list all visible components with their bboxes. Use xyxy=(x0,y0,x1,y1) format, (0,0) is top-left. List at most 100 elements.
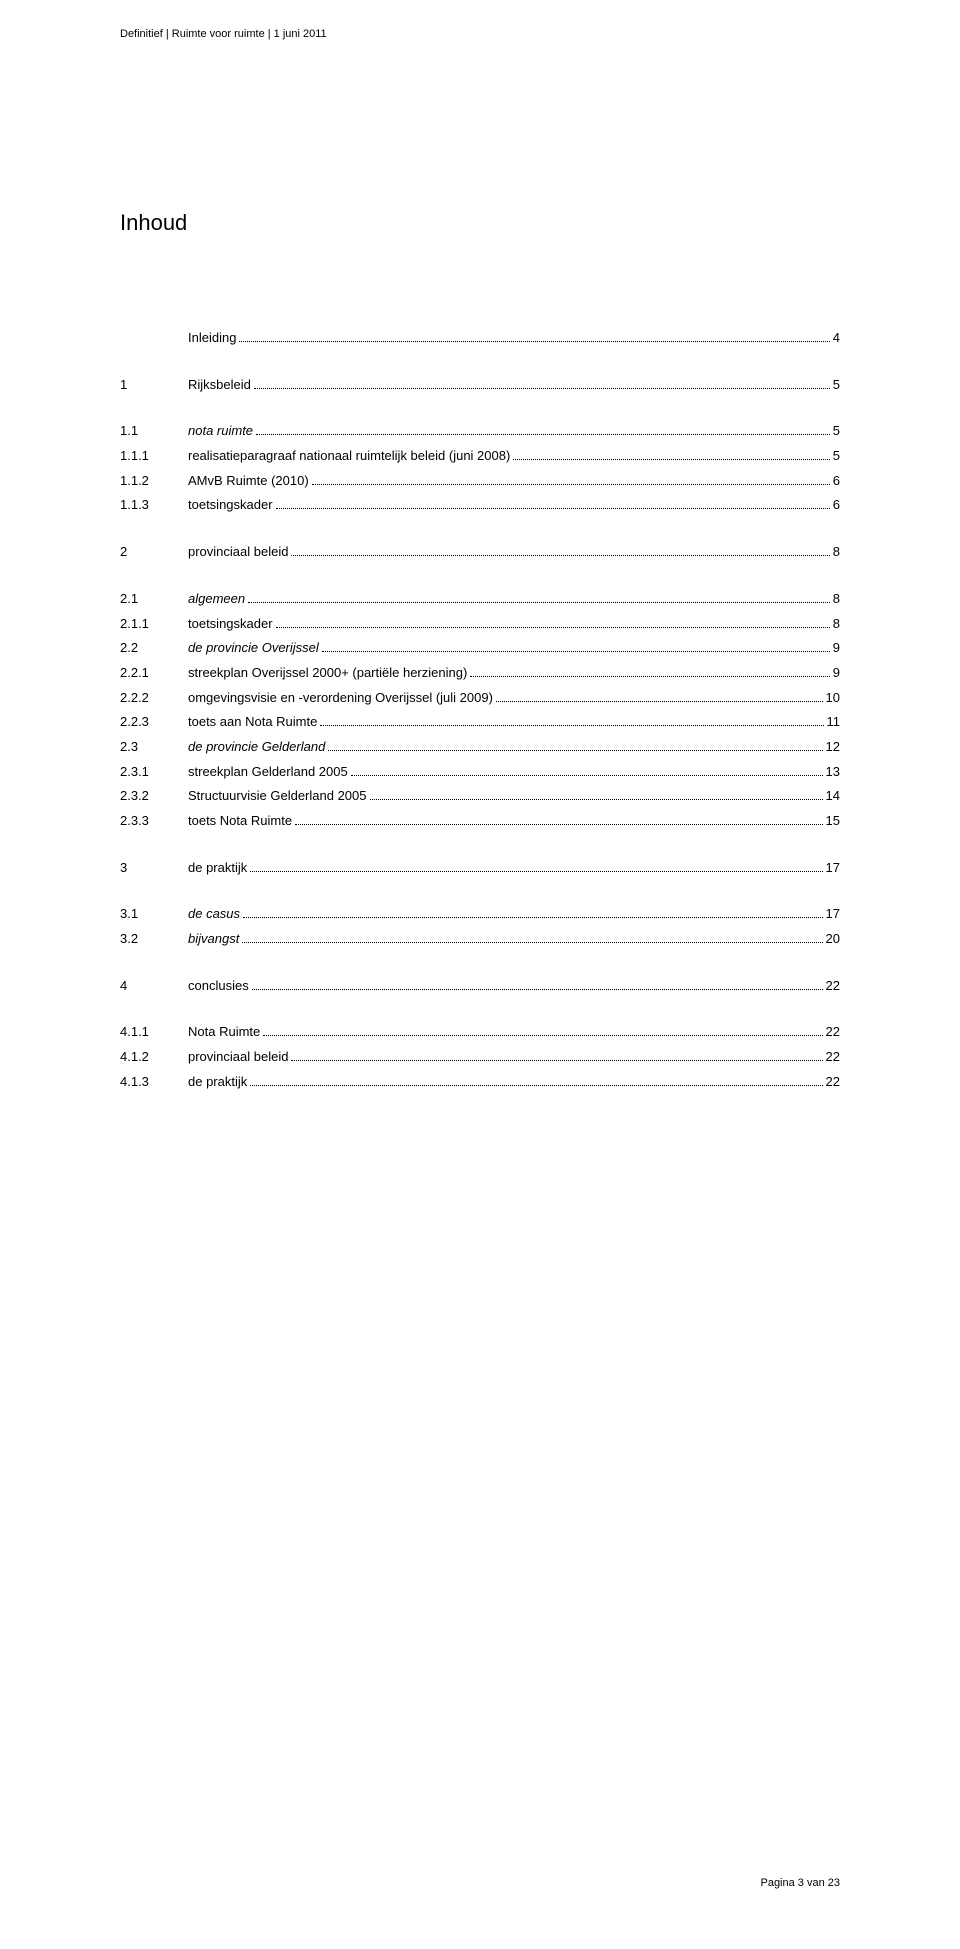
toc-dot-leader xyxy=(470,676,829,677)
page-title: Inhoud xyxy=(120,210,840,236)
toc-entry-page: 17 xyxy=(826,902,840,927)
toc-entry-label: de praktijk xyxy=(188,856,247,881)
toc-entry-number: 1.1.1 xyxy=(120,444,188,469)
toc-dot-leader xyxy=(250,1085,822,1086)
toc-entry-number: 4 xyxy=(120,974,188,999)
toc-entry-label: de provincie Overijssel xyxy=(188,636,319,661)
toc-row: 1Rijksbeleid5 xyxy=(120,373,840,398)
toc-row: 2.2.3toets aan Nota Ruimte11 xyxy=(120,710,840,735)
toc-entry-label: Inleiding xyxy=(188,326,236,351)
toc-dot-leader xyxy=(252,989,823,990)
toc-entry-label: Rijksbeleid xyxy=(188,373,251,398)
toc-entry-page: 8 xyxy=(833,540,840,565)
toc-entry-number: 2.2.3 xyxy=(120,710,188,735)
toc-dot-leader xyxy=(250,871,822,872)
toc-entry-page: 8 xyxy=(833,612,840,637)
toc-row: 1.1.3toetsingskader6 xyxy=(120,493,840,518)
toc-entry-number: 2.1.1 xyxy=(120,612,188,637)
toc-row: 2.3.1streekplan Gelderland 200513 xyxy=(120,760,840,785)
toc-entry-number: 2.1 xyxy=(120,587,188,612)
toc-gap xyxy=(120,397,840,419)
toc-row: 2.3de provincie Gelderland 12 xyxy=(120,735,840,760)
toc-entry-label: nota ruimte xyxy=(188,419,253,444)
toc-dot-leader xyxy=(248,602,830,603)
toc-dot-leader xyxy=(276,508,830,509)
toc-entry-label: Nota Ruimte xyxy=(188,1020,260,1045)
toc-row: 4conclusies22 xyxy=(120,974,840,999)
toc-row: 4.1.1Nota Ruimte22 xyxy=(120,1020,840,1045)
toc-dot-leader xyxy=(276,627,830,628)
toc-dot-leader xyxy=(370,799,823,800)
toc-row: 3.2bijvangst20 xyxy=(120,927,840,952)
toc-entry-number: 4.1.2 xyxy=(120,1045,188,1070)
toc-entry-page: 22 xyxy=(826,1020,840,1045)
toc-entry-label: algemeen xyxy=(188,587,245,612)
toc-row: 3.1de casus 17 xyxy=(120,902,840,927)
toc-entry-page: 4 xyxy=(833,326,840,351)
toc-dot-leader xyxy=(328,750,822,751)
toc-entry-label: toetsingskader xyxy=(188,612,273,637)
toc-entry-label: toets Nota Ruimte xyxy=(188,809,292,834)
running-header: Definitief | Ruimte voor ruimte | 1 juni… xyxy=(120,28,840,40)
page-number: Pagina 3 van 23 xyxy=(760,1877,840,1889)
toc-dot-leader xyxy=(291,555,829,556)
toc-entry-label: de provincie Gelderland xyxy=(188,735,325,760)
toc-entry-number: 2.2.2 xyxy=(120,686,188,711)
toc-row: Inleiding 4 xyxy=(120,326,840,351)
toc-entry-number: 2.3.3 xyxy=(120,809,188,834)
toc-row: 2provinciaal beleid 8 xyxy=(120,540,840,565)
toc-gap xyxy=(120,565,840,587)
toc-row: 2.2.1streekplan Overijssel 2000+ (partië… xyxy=(120,661,840,686)
toc-entry-label: streekplan Overijssel 2000+ (partiële he… xyxy=(188,661,467,686)
toc-entry-page: 6 xyxy=(833,493,840,518)
toc-dot-leader xyxy=(320,725,823,726)
toc-entry-page: 5 xyxy=(833,444,840,469)
toc-entry-number: 3.1 xyxy=(120,902,188,927)
toc-entry-number: 2.2.1 xyxy=(120,661,188,686)
toc-entry-page: 15 xyxy=(826,809,840,834)
toc-gap xyxy=(120,834,840,856)
toc-entry-number: 2 xyxy=(120,540,188,565)
toc-entry-label: realisatieparagraaf nationaal ruimtelijk… xyxy=(188,444,510,469)
toc-dot-leader xyxy=(513,459,829,460)
toc-entry-label: Structuurvisie Gelderland 2005 xyxy=(188,784,367,809)
toc-entry-page: 9 xyxy=(833,661,840,686)
toc-gap xyxy=(120,998,840,1020)
toc-dot-leader xyxy=(295,824,822,825)
toc-dot-leader xyxy=(243,917,822,918)
toc-entry-label: provinciaal beleid xyxy=(188,540,288,565)
toc-dot-leader xyxy=(242,942,822,943)
toc-entry-page: 12 xyxy=(826,735,840,760)
toc-entry-page: 22 xyxy=(826,974,840,999)
toc-row: 4.1.3de praktijk22 xyxy=(120,1070,840,1095)
toc-entry-number: 3 xyxy=(120,856,188,881)
toc-row: 2.2.2omgevingsvisie en -verordening Over… xyxy=(120,686,840,711)
toc-dot-leader xyxy=(263,1035,822,1036)
toc-entry-number: 2.3.1 xyxy=(120,760,188,785)
toc-entry-number: 2.3 xyxy=(120,735,188,760)
toc-entry-label: streekplan Gelderland 2005 xyxy=(188,760,348,785)
toc-entry-number: 4.1.3 xyxy=(120,1070,188,1095)
toc-dot-leader xyxy=(496,701,823,702)
toc-row: 1.1.1realisatieparagraaf nationaal ruimt… xyxy=(120,444,840,469)
header-breadcrumb: Definitief | Ruimte voor ruimte | 1 juni… xyxy=(120,28,327,40)
toc-row: 4.1.2provinciaal beleid22 xyxy=(120,1045,840,1070)
toc-row: 2.2de provincie Overijssel9 xyxy=(120,636,840,661)
toc-row: 3de praktijk17 xyxy=(120,856,840,881)
toc-entry-page: 6 xyxy=(833,469,840,494)
toc-entry-page: 5 xyxy=(833,373,840,398)
toc-entry-label: de casus xyxy=(188,902,240,927)
toc-entry-page: 22 xyxy=(826,1045,840,1070)
toc-entry-number: 2.2 xyxy=(120,636,188,661)
toc-dot-leader xyxy=(256,434,830,435)
toc-row: 2.3.3toets Nota Ruimte 15 xyxy=(120,809,840,834)
toc-gap xyxy=(120,952,840,974)
toc-gap xyxy=(120,518,840,540)
toc-entry-label: AMvB Ruimte (2010) xyxy=(188,469,309,494)
toc-entry-label: toetsingskader xyxy=(188,493,273,518)
toc-dot-leader xyxy=(254,388,830,389)
toc-entry-label: bijvangst xyxy=(188,927,239,952)
table-of-contents: Inleiding41Rijksbeleid51.1nota ruimte51.… xyxy=(120,326,840,1095)
toc-dot-leader xyxy=(291,1060,822,1061)
page-footer: Pagina 3 van 23 xyxy=(760,1877,840,1889)
